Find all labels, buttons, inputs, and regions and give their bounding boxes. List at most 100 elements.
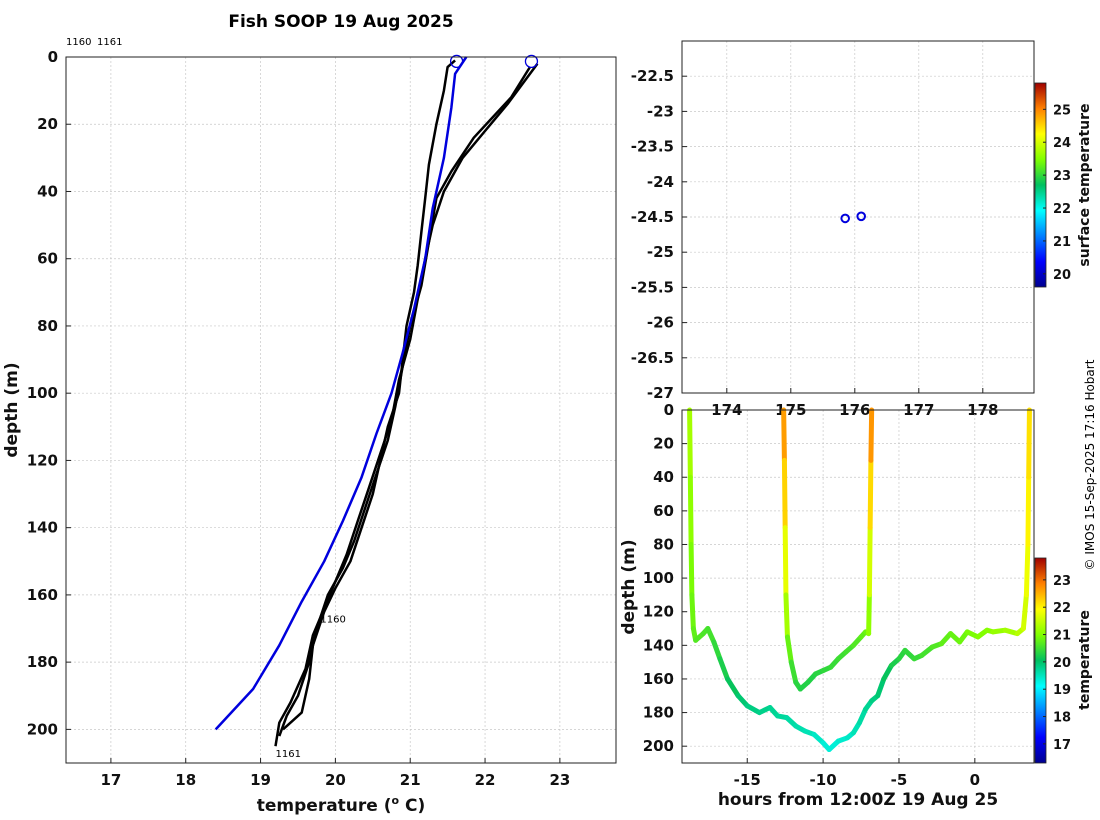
depth-time-track-1-segment — [783, 592, 790, 640]
depth-time-track-0-segment — [687, 474, 694, 547]
depth-time-y-tick-label: 20 — [653, 435, 674, 453]
profile-line-1160 — [282, 59, 456, 731]
depth-time-x-tick-label: 0 — [970, 771, 980, 789]
depth-time-y-ticks: 0 20 40 60 80 100 120 140 160 180 200 — [643, 401, 687, 755]
x-axis-label-suffix: C) — [399, 796, 425, 816]
profile-line-1161 — [274, 62, 539, 747]
chart-title: Fish SOOP 19 Aug 2025 — [228, 12, 453, 32]
map-plot-frame — [681, 40, 1035, 394]
profile-x-tick-label: 20 — [325, 771, 346, 789]
map-y-tick-label: -27 — [647, 384, 674, 402]
map-points — [840, 211, 867, 224]
depth-time-track-0-segment — [1020, 592, 1029, 632]
profile-y-tick-label: 0 — [48, 48, 58, 66]
profile-y-tick-label: 40 — [37, 182, 58, 200]
depth-time-track-0-segment — [717, 656, 731, 682]
profile-y-tick-label: 200 — [27, 720, 58, 738]
map-y-tick-label: -25.5 — [631, 278, 674, 296]
depth-time-track-1-segment — [781, 407, 787, 463]
x-axis-label-prefix: temperature ( — [257, 796, 392, 816]
depth-time-track-1-segment — [867, 457, 874, 531]
profile-y-tick-label: 80 — [37, 317, 58, 335]
depth-time-track-1-segment — [868, 407, 875, 463]
profile-x-tick-label: 19 — [250, 771, 271, 789]
profile-plot-frame — [65, 56, 617, 764]
depth-time-track-0-segment — [875, 676, 887, 699]
map-y-tick-label: -22.5 — [631, 67, 674, 85]
profile-annotation-1160: 1160 — [320, 614, 345, 625]
profile-x-tick-label: 17 — [100, 771, 121, 789]
surface-colorbar-tick-label: 21 — [1053, 235, 1071, 250]
depth-time-plot-frame — [681, 409, 1035, 764]
depth-time-track-1-segment — [781, 457, 788, 531]
depth-time-x-tick-label: -15 — [734, 771, 761, 789]
profile-line-1161b — [278, 66, 531, 737]
temperature-colorbar-tick-label: 21 — [1053, 629, 1071, 644]
map-chart: -22.5 -23 -23.5 -24 -24.5 -25 -25.5 -26 -26.5 -27… — [631, 40, 1093, 419]
profile-y-tick-label: 180 — [27, 653, 58, 671]
profile-y-tick-label: 60 — [37, 250, 58, 268]
profile-series — [214, 54, 539, 747]
profile-grid — [66, 56, 616, 763]
surface-colorbar-tick-label: 25 — [1053, 103, 1071, 118]
profile-surface-marker-0 — [449, 54, 464, 69]
map-y-tick-label: -26 — [647, 314, 674, 332]
profile-y-ticks: 0 20 40 60 80 100 120 140 160 180 200 — [27, 48, 71, 738]
profile-y-tick-label: 100 — [27, 384, 58, 402]
x-axis-label: temperature (o C) — [257, 794, 426, 816]
x-axis-label-degree: o — [392, 794, 400, 807]
temperature-colorbar-tick-label: 17 — [1053, 738, 1071, 753]
depth-time-grid — [682, 409, 1034, 763]
temperature-colorbar-tick-label: 22 — [1053, 601, 1071, 616]
profile-annotations: 1160 1161 — [276, 614, 346, 759]
temperature-colorbar-ticks: 17 18 19 20 21 22 23 — [1043, 574, 1071, 753]
depth-time-y-tick-label: 100 — [643, 569, 674, 587]
depth-time-y-tick-label: 200 — [643, 737, 674, 755]
profile-annotation-1161: 1161 — [276, 749, 301, 760]
depth-time-track-1-segment — [784, 634, 794, 665]
depth-time-track-0-segment — [689, 592, 696, 632]
temperature-colorbar-tick-label: 20 — [1053, 656, 1071, 671]
map-y-tick-label: -26.5 — [631, 349, 674, 367]
profile-x-tick-label: 23 — [549, 771, 570, 789]
depth-time-x-tick-label: -5 — [891, 771, 908, 789]
depth-time-y-tick-label: 120 — [643, 603, 674, 621]
profile-y-tick-label: 160 — [27, 586, 58, 604]
map-y-tick-label: -23 — [647, 102, 674, 120]
depth-time-track-1-segment — [782, 525, 789, 598]
surface-colorbar-ticks: 20 21 22 23 24 25 — [1043, 103, 1071, 283]
surface-colorbar-tick-label: 23 — [1053, 169, 1071, 184]
profile-line-model — [214, 56, 468, 731]
depth-time-y-tick-label: 0 — [664, 401, 674, 419]
depth-time-y-label: depth (m) — [619, 539, 639, 634]
depth-time-track-1-segment — [788, 659, 799, 685]
map-position-marker-1 — [856, 211, 867, 222]
depth-time-track-0-segment — [1026, 407, 1032, 480]
surface-colorbar-tick-label: 22 — [1053, 202, 1071, 217]
profile-x-tick-label: 21 — [400, 771, 421, 789]
depth-time-x-ticks: -15 -10 -5 0 — [734, 758, 980, 789]
depth-time-track-1-segment — [866, 592, 872, 637]
depth-time-x-label: hours from 12:00Z 19 Aug 25 — [718, 790, 998, 810]
depth-time-track-0-segment — [1023, 541, 1031, 598]
map-y-tick-label: -23.5 — [631, 138, 674, 156]
map-y-tick-label: -24 — [647, 173, 674, 191]
depth-time-y-tick-label: 40 — [653, 468, 674, 486]
depth-time-y-tick-label: 140 — [643, 636, 674, 654]
temperature-colorbar-label: temperature — [1077, 610, 1093, 710]
depth-time-y-tick-label: 180 — [643, 704, 674, 722]
profile-y-tick-label: 120 — [27, 451, 58, 469]
surface-colorbar-label: surface temperature — [1077, 103, 1093, 266]
depth-time-track-0-segment — [711, 639, 723, 662]
depth-time-y-tick-label: 80 — [653, 535, 674, 553]
temperature-colorbar-tick-label: 23 — [1053, 574, 1071, 589]
y-axis-label: depth (m) — [2, 362, 22, 457]
profile-chart: 17 18 19 20 21 22 23 0 20 40 60 80 100 120 140 160 180 2… — [2, 12, 617, 816]
depth-time-track-0-segment — [1025, 474, 1032, 547]
depth-time-track-0-segment — [725, 676, 741, 699]
map-position-marker-0 — [840, 213, 851, 224]
top-label-1160: 1160 — [66, 37, 91, 48]
profile-x-tick-label: 22 — [475, 771, 496, 789]
surface-colorbar-tick-label: 20 — [1053, 268, 1071, 283]
